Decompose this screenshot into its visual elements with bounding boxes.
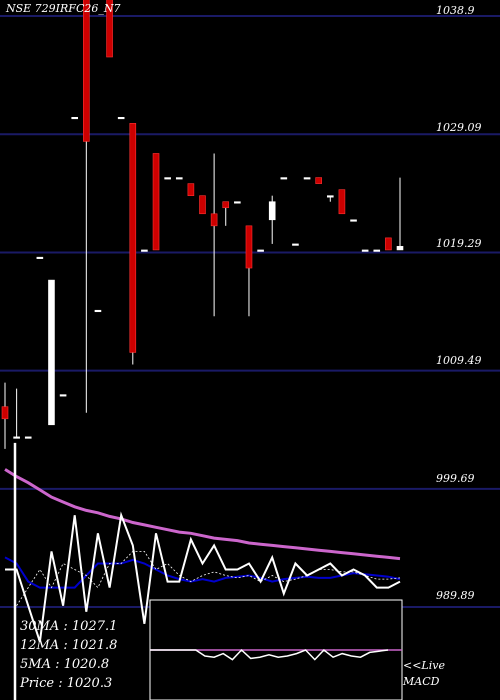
candle-body bbox=[315, 177, 322, 184]
ma-slow-line-layer bbox=[4, 468, 401, 561]
candle-body bbox=[245, 225, 253, 269]
candle-body bbox=[48, 279, 55, 426]
candle-body bbox=[129, 123, 137, 353]
y-tick-label: 1029.09 bbox=[436, 121, 482, 134]
ma-short-line-layer bbox=[16, 551, 401, 606]
candle-body bbox=[326, 195, 334, 198]
y-tick-label: 1019.29 bbox=[436, 237, 482, 250]
candle-body bbox=[59, 394, 67, 397]
candle-body bbox=[210, 213, 218, 227]
close-line bbox=[5, 511, 401, 643]
live-label: <<Live bbox=[403, 659, 445, 672]
candle-body bbox=[280, 177, 288, 180]
candle-body bbox=[83, 0, 90, 142]
candle-body bbox=[175, 177, 183, 180]
y-tick-label: 1038.9 bbox=[436, 4, 475, 17]
candle-body bbox=[152, 153, 160, 251]
candle-body bbox=[94, 309, 102, 313]
y-tick-label: 989.89 bbox=[436, 589, 475, 602]
candle-body bbox=[36, 256, 44, 259]
y-tick-label: 999.69 bbox=[436, 472, 475, 485]
candle-body bbox=[199, 195, 206, 215]
candle-body bbox=[257, 249, 264, 252]
candle-body bbox=[338, 189, 346, 215]
candle-body bbox=[106, 0, 113, 58]
candle-body bbox=[24, 436, 32, 439]
ma12-legend: 12MA : 1021.8 bbox=[20, 638, 118, 653]
candle-body bbox=[303, 177, 311, 180]
chart-title: NSE 729IRFC26_N7 bbox=[6, 2, 121, 15]
candle-body bbox=[13, 436, 20, 439]
candle-body bbox=[71, 116, 79, 120]
candle-body bbox=[292, 243, 299, 246]
candle-body bbox=[187, 183, 195, 196]
candle-body bbox=[373, 249, 381, 252]
candle-body bbox=[164, 177, 171, 180]
macd-line bbox=[150, 648, 389, 661]
candle-body bbox=[222, 201, 230, 209]
candle-body bbox=[117, 116, 125, 120]
close-line-layer bbox=[5, 442, 401, 700]
candle-body bbox=[361, 249, 369, 252]
ma-slow-line bbox=[4, 468, 401, 561]
candle-body bbox=[141, 249, 148, 252]
ma5-legend: 5MA : 1020.8 bbox=[20, 657, 110, 672]
candle-body bbox=[385, 237, 392, 251]
candle-body bbox=[350, 219, 357, 222]
candles-layer bbox=[1, 0, 404, 449]
ma-fast-line bbox=[4, 556, 401, 589]
y-tick-label: 1009.49 bbox=[436, 354, 482, 367]
macd-label: MACD bbox=[403, 675, 440, 688]
candle-body bbox=[234, 201, 241, 204]
ma-short-line bbox=[16, 551, 401, 606]
candle-body bbox=[1, 406, 9, 420]
ma-fast-line-layer bbox=[4, 556, 401, 589]
candle-body bbox=[396, 246, 404, 251]
macd-panel bbox=[149, 599, 403, 700]
live-macd-label: <<Live MACD bbox=[403, 658, 445, 690]
price-legend: Price : 1020.3 bbox=[20, 676, 113, 691]
ma30-legend: 30MA : 1027.1 bbox=[20, 619, 118, 634]
candle-body bbox=[268, 201, 276, 221]
